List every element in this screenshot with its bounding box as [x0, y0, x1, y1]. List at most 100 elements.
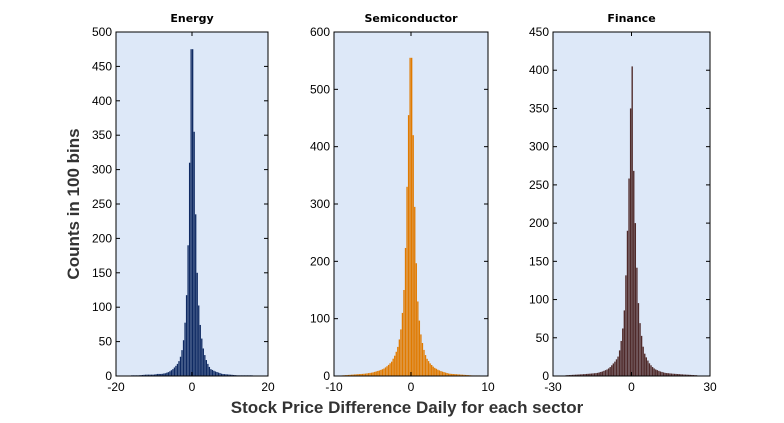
- histogram-bar: [414, 206, 416, 376]
- histogram-bar: [449, 373, 451, 376]
- x-tick-label: 20: [261, 380, 275, 394]
- histogram-bar: [614, 361, 616, 376]
- histogram-bar: [207, 363, 209, 376]
- histogram-bar: [585, 373, 588, 376]
- histogram-bar: [217, 372, 220, 376]
- histogram-bar: [424, 355, 427, 376]
- histogram-bar: [645, 357, 647, 376]
- histogram-bar: [650, 365, 652, 376]
- histogram-bar: [202, 348, 204, 376]
- histogram-bar: [193, 131, 195, 376]
- histogram-bar: [633, 170, 635, 376]
- histogram-bar: [163, 373, 165, 376]
- x-tick-label: 30: [703, 380, 717, 394]
- histogram-bar: [618, 350, 621, 376]
- histogram-bar: [181, 350, 183, 376]
- y-tick-label: 500: [92, 25, 112, 39]
- histogram-bar: [589, 373, 591, 376]
- histogram-bar: [458, 374, 461, 376]
- y-tick-label: 300: [529, 140, 549, 154]
- histogram-bar: [143, 374, 145, 376]
- histogram-bar: [576, 374, 578, 376]
- y-tick-label: 150: [92, 266, 112, 280]
- histogram-bar: [664, 372, 666, 376]
- histogram-bar: [441, 371, 444, 376]
- histogram-bar: [190, 49, 192, 376]
- y-tick-label: 100: [529, 293, 549, 307]
- y-tick-label: 100: [92, 300, 112, 314]
- histogram-bar: [426, 358, 428, 376]
- y-tick-label: 200: [310, 254, 330, 268]
- histogram-bar: [178, 361, 180, 376]
- histogram-bar: [669, 373, 671, 376]
- histogram-bar: [662, 372, 665, 376]
- histogram-bar: [623, 310, 626, 376]
- histogram-bar: [395, 351, 397, 376]
- histogram-bar: [192, 49, 194, 376]
- y-tick-label: 350: [92, 128, 112, 142]
- histogram-bar: [440, 371, 442, 376]
- histogram-bar: [661, 371, 663, 376]
- histogram-bar: [157, 373, 159, 376]
- histogram-bar: [626, 230, 629, 376]
- histogram-bar: [228, 374, 230, 376]
- histogram-bar: [392, 358, 394, 376]
- histogram-bar: [204, 355, 206, 376]
- histogram-bar: [598, 372, 600, 376]
- histogram-bar: [639, 323, 641, 376]
- histogram-bar: [607, 368, 610, 376]
- histogram-bar: [457, 374, 459, 376]
- histogram-bar: [155, 374, 157, 376]
- histogram-bar: [400, 329, 402, 376]
- histogram-bar: [421, 343, 424, 376]
- y-tick-label: 400: [529, 63, 549, 77]
- histogram-bar: [648, 363, 651, 376]
- histogram-bar: [184, 322, 186, 376]
- histogram-bar: [378, 370, 380, 376]
- histogram-bar: [167, 372, 169, 376]
- histogram-bar: [603, 370, 605, 376]
- y-tick-label: 500: [310, 82, 330, 96]
- y-tick-label: 450: [92, 59, 112, 73]
- histogram-bar: [412, 135, 414, 376]
- histogram-bar: [601, 371, 604, 376]
- histogram-bar: [677, 374, 679, 376]
- histogram-bar: [350, 374, 353, 376]
- histogram-bar: [596, 372, 599, 376]
- histogram-bar: [169, 371, 171, 376]
- histogram-bar: [438, 370, 441, 376]
- histogram-bar: [210, 369, 212, 376]
- y-tick-label: 150: [529, 254, 549, 268]
- histogram-bar: [389, 363, 391, 376]
- histogram-bar: [363, 373, 365, 376]
- histogram-bar: [361, 373, 364, 376]
- histogram-bar: [570, 374, 572, 376]
- histogram-bar: [443, 372, 445, 376]
- histogram-bar: [175, 365, 177, 376]
- histogram-bar: [195, 214, 197, 376]
- histogram-bar: [688, 374, 690, 376]
- histogram-bar: [205, 360, 207, 376]
- x-tick-label: -20: [107, 380, 125, 394]
- y-tick-label: 400: [310, 140, 330, 154]
- y-tick-label: 100: [310, 312, 330, 326]
- histogram-bar: [675, 373, 677, 376]
- histogram-bar: [381, 369, 384, 376]
- histogram-bar: [617, 356, 619, 376]
- histogram-bar: [446, 373, 448, 376]
- histogram-bar: [372, 372, 374, 376]
- histogram-bar: [164, 373, 166, 376]
- histogram-bar: [647, 360, 649, 376]
- histogram-bar: [390, 361, 393, 376]
- y-tick-label: 600: [310, 25, 330, 39]
- histogram-bar: [606, 369, 608, 376]
- histogram-bar: [403, 290, 405, 376]
- histogram-bar: [612, 363, 615, 376]
- y-tick-label: 250: [529, 178, 549, 192]
- histogram-bar: [587, 373, 589, 376]
- histogram-bar: [176, 363, 179, 376]
